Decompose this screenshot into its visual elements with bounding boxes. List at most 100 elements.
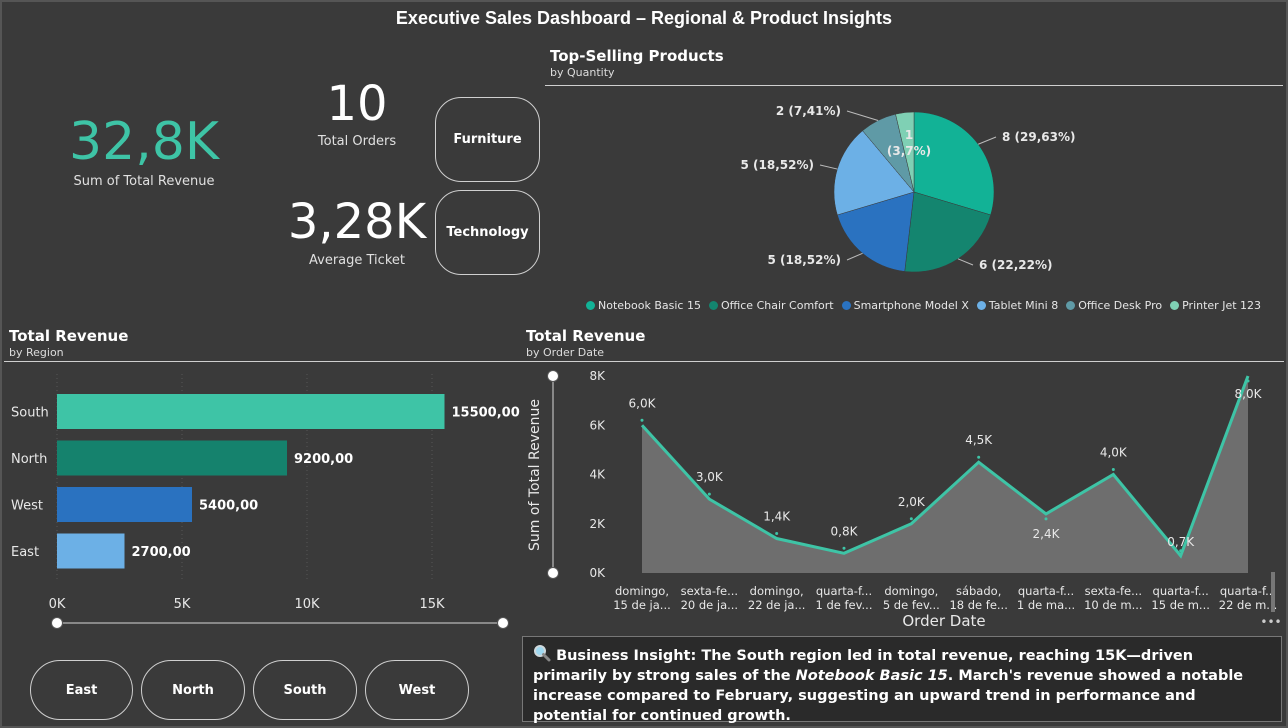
bar-chart-subtitle: by Region [9,346,64,359]
line-data-label: 1,4K [763,510,791,524]
pie-slice [913,111,995,216]
filter-button-furniture[interactable]: Furniture [435,97,540,182]
legend-dot-icon [976,301,986,310]
legend-dot-icon [1066,301,1076,310]
line-x-tick-label: 10 de m... [1084,598,1143,612]
insight-lead: Business Insight: [556,648,697,664]
bar [57,533,125,569]
bar [57,487,192,522]
region-button-south[interactable]: South [253,660,357,720]
line-x-tick-label: domingo, [750,584,804,598]
line-x-tick-label: 18 de fe... [949,598,1007,612]
data-point [977,455,981,459]
data-point [1246,379,1250,383]
legend-item[interactable]: Tablet Mini 8 [976,299,1059,312]
line-data-label: 2,4K [1033,527,1061,541]
bar-category-label: North [11,452,47,467]
bar-x-tick-label: 10K [294,597,320,612]
bar-value-label: 2700,00 [132,545,191,560]
line-x-tick-label: 15 de ja... [613,598,671,612]
line-y-tick-label: 6K [589,418,606,432]
revenue-line [640,375,1250,559]
pie-leader-line [819,164,838,170]
line-y-tick-label: 2K [589,517,606,531]
line-data-label: 8,0K [1235,387,1263,401]
legend-dot-icon [586,301,595,310]
line-y-tick-label: 0K [589,566,606,580]
range-slider-handle-left [51,617,63,629]
pie-slice-label: 5 (18,52%) [768,253,841,267]
pie-slice-label: (3,7%) [887,144,931,158]
area-chart: 0K 2K 4K 6K 8K Sum of Total Revenue 6,0K doming… [527,369,1282,630]
line-x-tick-label: 22 de ja... [748,598,806,612]
line-data-label: 4,0K [1100,446,1128,460]
line-data-label: 6,0K [629,396,657,410]
data-point [775,532,779,536]
line-x-tick-label: quarta-f... [1220,584,1276,598]
line-x-tick-label: domingo, [884,584,938,598]
pie-chart: 8 (29,63%) 6 (22,22%) 5 (18,52%) 5 (18,52%)… [741,104,1075,273]
chart-scrollbar [1271,572,1275,612]
line-chart-subtitle: by Order Date [526,346,605,359]
legend-item[interactable]: Office Chair Comfort [708,299,834,312]
legend-dot-icon [1170,301,1180,310]
business-insight-box: Business Insight: The South region led i… [522,636,1282,724]
line-x-tick-label: sexta-fe... [1085,584,1142,598]
pie-slice-label: 1 [905,128,913,142]
data-point [842,546,846,550]
pie-header-rule [545,85,1283,86]
pie-slice [833,130,915,216]
legend-label: Printer Jet 123 [1182,299,1262,312]
pie-slice-label: 6 (22,22%) [979,258,1052,272]
line-x-tick-label: 1 de fev... [815,598,872,612]
bar-x-tick-label: 15K [419,597,445,612]
data-point [640,418,644,422]
line-y-tick-label: 8K [589,369,606,383]
bar-x-tick-label: 0K [49,597,66,612]
page-title: Executive Sales Dashboard – Regional & P… [395,8,893,28]
kpi-ticket-label: Average Ticket [309,253,405,268]
line-x-tick-label: 1 de ma... [1017,598,1075,612]
legend-label: Office Desk Pro [1078,299,1163,312]
region-button-west[interactable]: West [365,660,469,720]
line-y-axis-label: Sum of Total Revenue [527,399,543,551]
pie-chart-subtitle: by Quantity [550,66,615,79]
region-button-north[interactable]: North [141,660,245,720]
kpi-revenue-label: Sum of Total Revenue [73,174,215,189]
line-x-tick-label: 15 de m... [1151,598,1210,612]
bar-category-label: West [11,499,43,514]
line-x-tick-label: 5 de fev... [883,598,940,612]
legend-item[interactable]: Notebook Basic 15 [586,299,701,312]
data-point [1044,517,1048,521]
magnifier-icon [533,644,551,662]
insight-text-1: The South region led in total revenue, r… [533,648,1194,684]
line-data-label: 4,5K [965,433,993,447]
pie-leader-line [957,258,974,266]
line-chart-title: Total Revenue [526,327,646,345]
more-options-icon: ••• [1260,615,1281,629]
insight-product: Notebook Basic 15 [795,668,948,684]
data-point [1111,468,1115,471]
pie-leader-line [846,110,879,121]
legend-label: Tablet Mini 8 [988,299,1059,312]
line-data-label: 2,0K [898,495,926,509]
line-x-tick-label: sábado, [956,584,1001,598]
line-y-tick-label: 4K [589,468,606,482]
kpi-orders-label: Total Orders [317,134,397,149]
line-x-tick-label: quarta-f... [1018,584,1074,598]
lower-header-rule [4,361,1284,362]
filter-button-technology[interactable]: Technology [435,190,540,275]
pie-leader-line [977,136,997,145]
line-x-tick-label: quarta-f... [1153,584,1209,598]
pie-slice [837,191,915,272]
region-button-east[interactable]: East [30,660,133,720]
bar-category-label: East [11,545,39,560]
bar-chart: 0K 5K 10K 15K South 15500,00 North 9200,00 West 5… [11,374,520,629]
pie-slice-label: 2 (7,41%) [776,104,841,118]
legend-item[interactable]: Printer Jet 123 [1170,299,1261,312]
legend-item[interactable]: Smartphone Model X [841,299,969,312]
pie-slice-label: 5 (18,52%) [741,158,814,172]
kpi-orders-value: 10 [326,76,388,132]
legend-item[interactable]: Office Desk Pro [1066,299,1162,312]
